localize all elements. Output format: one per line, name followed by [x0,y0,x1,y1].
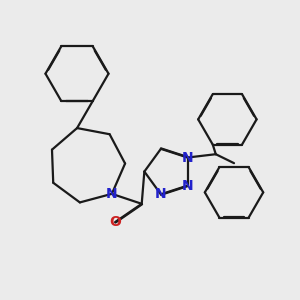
Text: N: N [155,187,167,201]
Text: N: N [106,187,118,201]
Text: O: O [109,215,121,229]
Text: N: N [182,151,194,164]
Text: N: N [182,178,194,193]
